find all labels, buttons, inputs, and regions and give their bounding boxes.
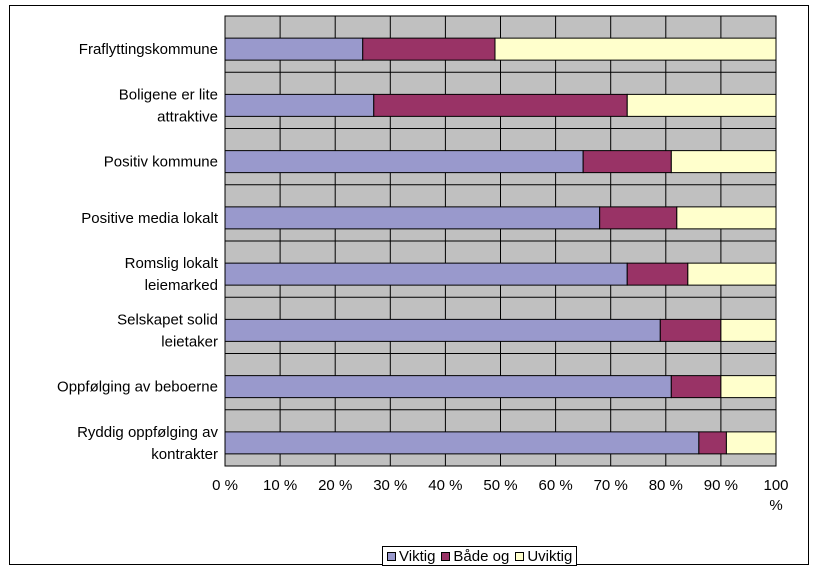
bar-segment-både-og (582, 150, 672, 174)
bar-segment-både-og (373, 93, 628, 117)
legend-swatch (515, 551, 525, 561)
legend-item: Uviktig (515, 548, 572, 565)
category-label: Fraflyttingskommune (79, 41, 218, 58)
bar-segment-uviktig (676, 206, 777, 230)
x-tick-label: 40 % (428, 477, 462, 494)
bar-segment-uviktig (626, 93, 777, 117)
x-tick-label: % (769, 497, 782, 514)
x-tick-label: 30 % (373, 477, 407, 494)
chart-frame: Fraflyttingskommune Boligene er lite attra… (9, 5, 809, 566)
x-tick-label: 10 % (263, 477, 297, 494)
category-label: Positiv kommune (104, 154, 218, 171)
category-label: kontrakter (151, 446, 218, 463)
bar-segment-både-og (362, 37, 496, 61)
bar-segment-viktig (224, 206, 601, 230)
bars (224, 37, 777, 455)
legend: Viktig Både og Uviktig (382, 546, 578, 566)
bar-segment-viktig (224, 375, 672, 399)
legend-item: Både og (441, 548, 509, 565)
x-tick-label: 80 % (649, 477, 683, 494)
bar-segment-viktig (224, 150, 584, 174)
bar-segment-viktig (224, 37, 364, 61)
x-tick-label: 20 % (318, 477, 352, 494)
category-label: leietaker (161, 333, 218, 350)
category-label: Oppfølging av beboerne (57, 379, 218, 396)
x-tick-label: 60 % (538, 477, 572, 494)
bar-segment-viktig (224, 318, 661, 342)
category-label: Romslig lokalt (125, 255, 219, 272)
category-label: leiemarked (145, 277, 218, 294)
bar-segment-både-og (599, 206, 678, 230)
bar-segment-uviktig (720, 318, 777, 342)
legend-label: Uviktig (527, 547, 573, 565)
bar-segment-både-og (659, 318, 722, 342)
chart-svg: Fraflyttingskommune Boligene er lite attra… (57, 15, 789, 514)
bar-segment-uviktig (720, 375, 777, 399)
category-label: attraktive (157, 108, 218, 125)
bar-segment-både-og (670, 375, 722, 399)
category-label: Ryddig oppfølging av (77, 424, 218, 441)
category-label: Selskapet solid (117, 311, 218, 328)
bar-segment-viktig (224, 262, 628, 286)
bar-segment-uviktig (687, 262, 777, 286)
x-tick-label: 50 % (483, 477, 517, 494)
bar-segment-både-og (698, 431, 727, 455)
bar-segment-viktig (224, 431, 700, 455)
legend-label: Viktig (399, 547, 436, 565)
x-tick-label: 100 (763, 477, 788, 494)
x-tick-label: 90 % (704, 477, 738, 494)
x-tick-label: 0 % (212, 477, 238, 494)
bar-segment-både-og (626, 262, 689, 286)
bar-segment-viktig (224, 93, 375, 117)
legend-swatch (387, 551, 396, 561)
category-labels: Fraflyttingskommune Boligene er lite attra… (57, 41, 219, 463)
category-label: Boligene er lite (119, 86, 218, 103)
legend-item: Viktig (387, 548, 435, 565)
bar-segment-uviktig (725, 431, 777, 455)
legend-swatch (441, 551, 451, 561)
plot-area (224, 15, 777, 467)
bar-segment-uviktig (494, 37, 777, 61)
bar-segment-uviktig (670, 150, 777, 174)
x-tick-label: 70 % (594, 477, 628, 494)
category-label: Positive media lokalt (81, 210, 219, 227)
x-axis-ticks: 0 % 10 % 20 % 30 % 40 % 50 % 60 % 70 % 80 % 90 % 1… (212, 477, 788, 514)
legend-label: Både og (453, 547, 510, 565)
